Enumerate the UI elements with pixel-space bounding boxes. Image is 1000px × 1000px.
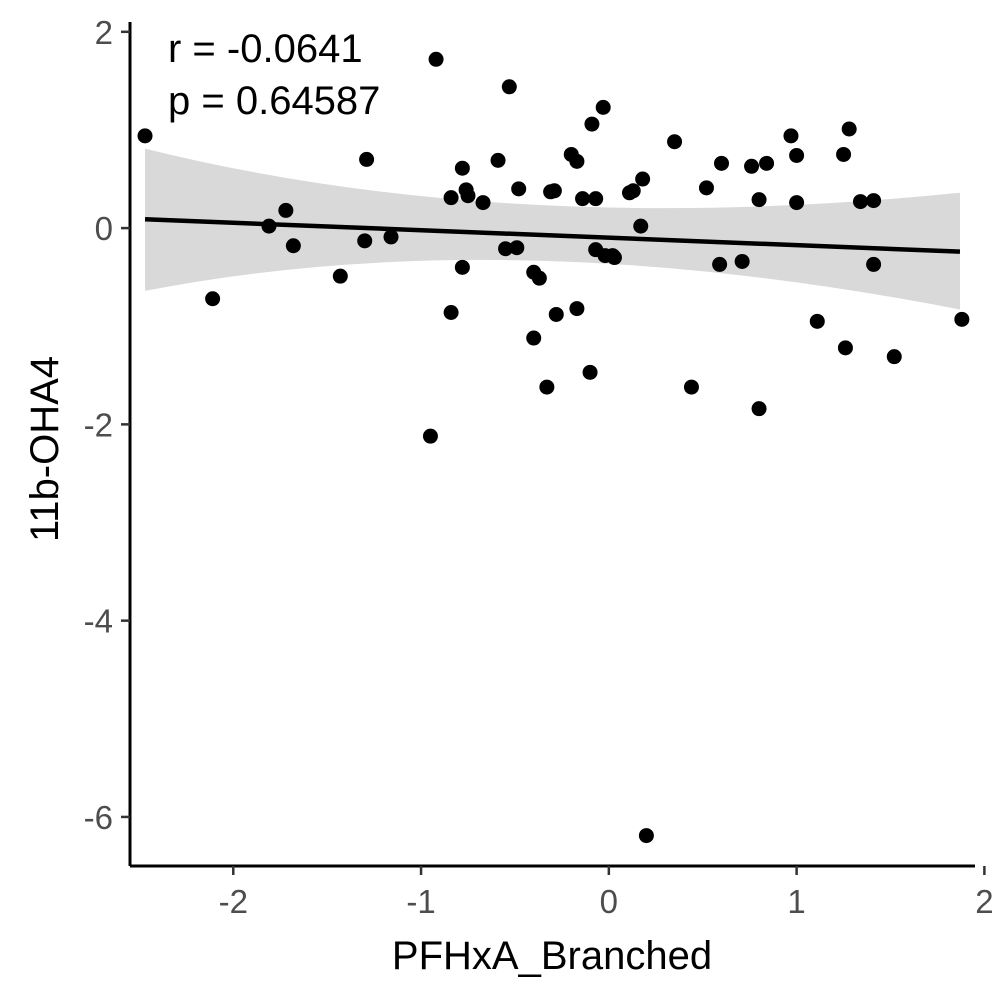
data-point <box>569 301 585 317</box>
y-tick-label: -4 <box>84 603 113 640</box>
x-tick-label: 2 <box>975 883 993 920</box>
data-point <box>548 306 564 322</box>
data-point <box>638 828 654 844</box>
data-point <box>569 153 585 169</box>
data-point <box>751 401 767 417</box>
data-point <box>539 379 555 395</box>
data-point <box>866 193 882 209</box>
data-point <box>498 241 514 257</box>
data-point <box>734 253 750 269</box>
data-point <box>783 128 799 144</box>
data-point <box>886 349 902 365</box>
data-point <box>595 99 611 115</box>
data-point <box>683 379 699 395</box>
data-point <box>744 158 760 174</box>
data-point <box>759 155 775 171</box>
data-point <box>837 340 853 356</box>
data-point <box>454 259 470 275</box>
data-point <box>137 128 153 144</box>
x-tick-label: -2 <box>219 883 248 920</box>
data-point <box>714 155 729 171</box>
data-points <box>137 51 970 844</box>
data-point <box>261 218 277 234</box>
data-point <box>428 51 444 67</box>
axes <box>128 22 975 868</box>
data-point <box>359 151 375 167</box>
data-point <box>698 180 714 196</box>
data-point <box>501 79 517 95</box>
data-point <box>633 218 649 234</box>
data-point <box>789 147 805 163</box>
data-point <box>751 192 767 208</box>
x-tick-label: 0 <box>600 883 618 920</box>
data-point <box>278 202 294 218</box>
data-point <box>460 188 476 204</box>
data-point <box>511 181 527 197</box>
data-point <box>667 134 683 150</box>
data-point <box>582 364 598 380</box>
data-point <box>789 195 805 211</box>
data-point <box>357 233 373 249</box>
y-tick-label: 0 <box>95 210 113 247</box>
y-tick-label: -2 <box>84 406 113 443</box>
ticks: -2 -1 0 1 2 -6 -4 -2 0 2 <box>84 14 994 920</box>
confidence-band <box>145 148 960 310</box>
data-point <box>475 195 491 211</box>
annotation-r: r = -0.0641 <box>168 27 363 71</box>
data-point <box>575 191 591 207</box>
data-point <box>809 313 825 329</box>
y-tick-label: -6 <box>84 799 113 836</box>
data-point <box>625 183 641 199</box>
annotation-p: p = 0.64587 <box>168 79 380 123</box>
data-point <box>635 171 651 187</box>
confidence-band-area <box>145 148 960 310</box>
x-tick-label: 1 <box>787 883 805 920</box>
data-point <box>606 250 622 266</box>
data-point <box>712 256 728 272</box>
data-point <box>866 256 882 272</box>
data-point <box>546 183 562 199</box>
data-point <box>443 190 459 206</box>
data-point <box>454 160 470 176</box>
data-point <box>954 311 970 327</box>
y-axis-title: 11b-OHA4 <box>23 356 67 542</box>
data-point <box>509 240 525 256</box>
x-tick-label: -1 <box>406 883 435 920</box>
data-point <box>526 330 542 346</box>
y-tick-label: 2 <box>95 14 113 51</box>
data-point <box>841 121 857 137</box>
data-point <box>205 291 221 307</box>
data-point <box>285 238 301 254</box>
regression-fit-line <box>144 217 961 254</box>
data-point <box>588 191 604 207</box>
data-point <box>584 116 600 132</box>
data-point <box>383 229 399 245</box>
data-point <box>443 304 459 320</box>
data-point <box>852 194 868 210</box>
data-point <box>490 152 506 168</box>
x-axis-title: PFHxA_Branched <box>392 934 712 978</box>
data-point <box>531 270 547 286</box>
data-point <box>332 268 348 284</box>
data-point <box>422 428 438 444</box>
regression-line <box>144 217 961 254</box>
data-point <box>836 146 852 162</box>
